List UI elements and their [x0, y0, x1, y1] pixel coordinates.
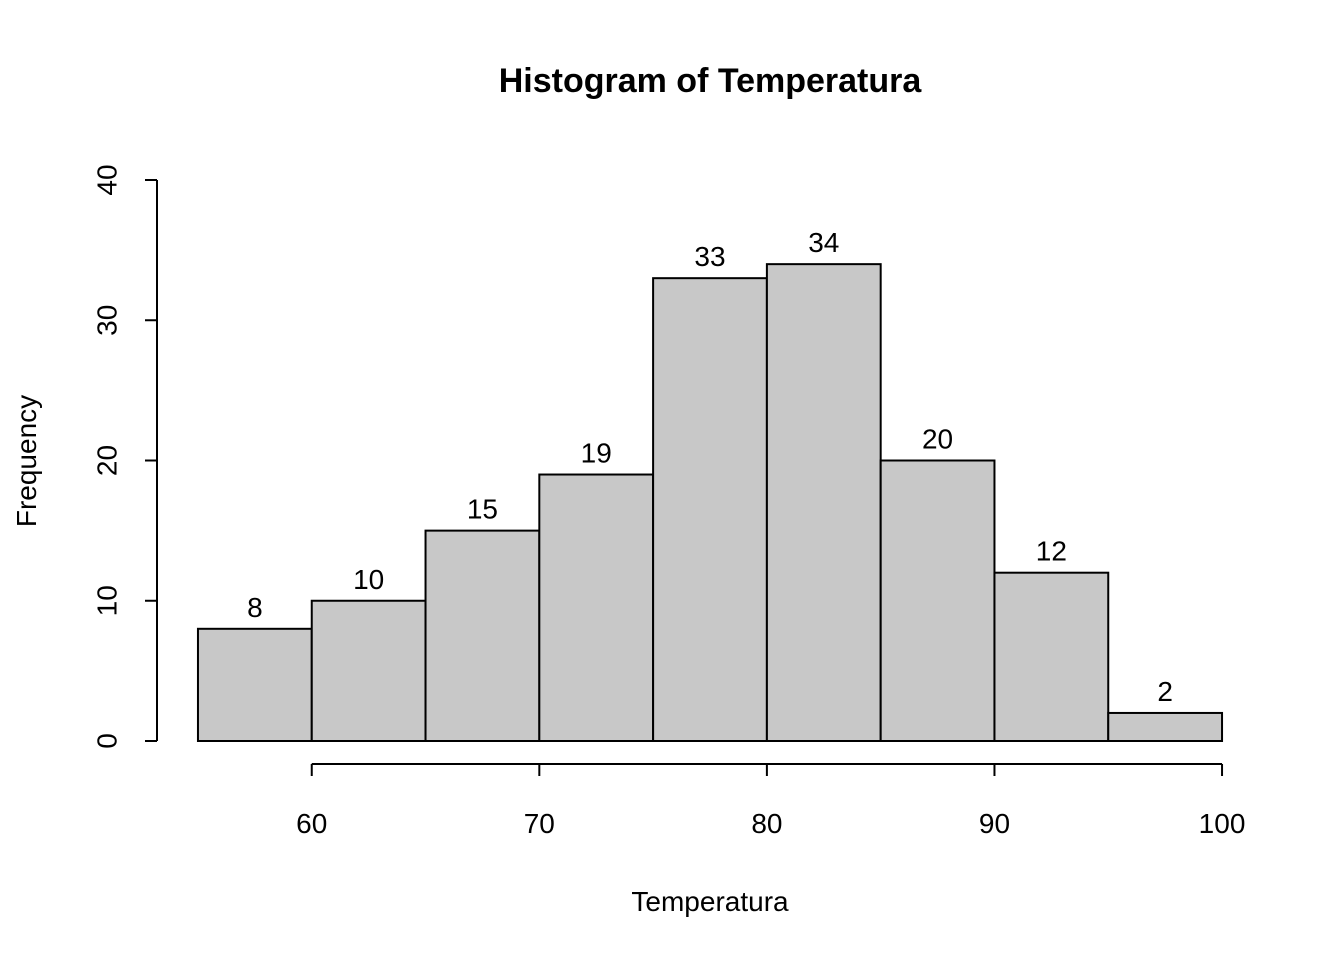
data-label: 8	[247, 592, 263, 623]
x-tick-label: 60	[296, 808, 327, 839]
bar	[310, 599, 427, 742]
data-label: 15	[467, 494, 498, 525]
x-tick-label: 100	[1199, 808, 1246, 839]
x-tick-label: 70	[524, 808, 555, 839]
bar	[652, 277, 768, 742]
y-axis-label: Frequency	[11, 395, 42, 527]
bar	[538, 473, 655, 742]
data-label: 12	[1036, 536, 1067, 567]
bar	[993, 571, 1110, 743]
y-tick-label: 30	[91, 305, 122, 336]
bar	[765, 263, 882, 742]
data-label: 19	[581, 438, 612, 469]
bar	[424, 529, 541, 742]
chart-title: Histogram of Temperatura	[499, 62, 923, 100]
data-label: 34	[808, 227, 839, 258]
data-label: 10	[353, 564, 384, 595]
bar	[879, 459, 996, 742]
x-axis-label: Temperatura	[631, 886, 789, 917]
data-label: 2	[1157, 676, 1173, 707]
y-tick-label: 20	[91, 445, 122, 476]
x-tick-label: 90	[979, 808, 1010, 839]
bar	[1107, 711, 1224, 743]
bar	[196, 627, 313, 742]
y-tick-label: 0	[91, 733, 122, 749]
data-label: 20	[922, 424, 953, 455]
data-label: 33	[694, 241, 725, 272]
x-tick-label: 80	[751, 808, 782, 839]
y-tick-label: 40	[91, 164, 122, 195]
y-tick-label: 10	[91, 585, 122, 616]
